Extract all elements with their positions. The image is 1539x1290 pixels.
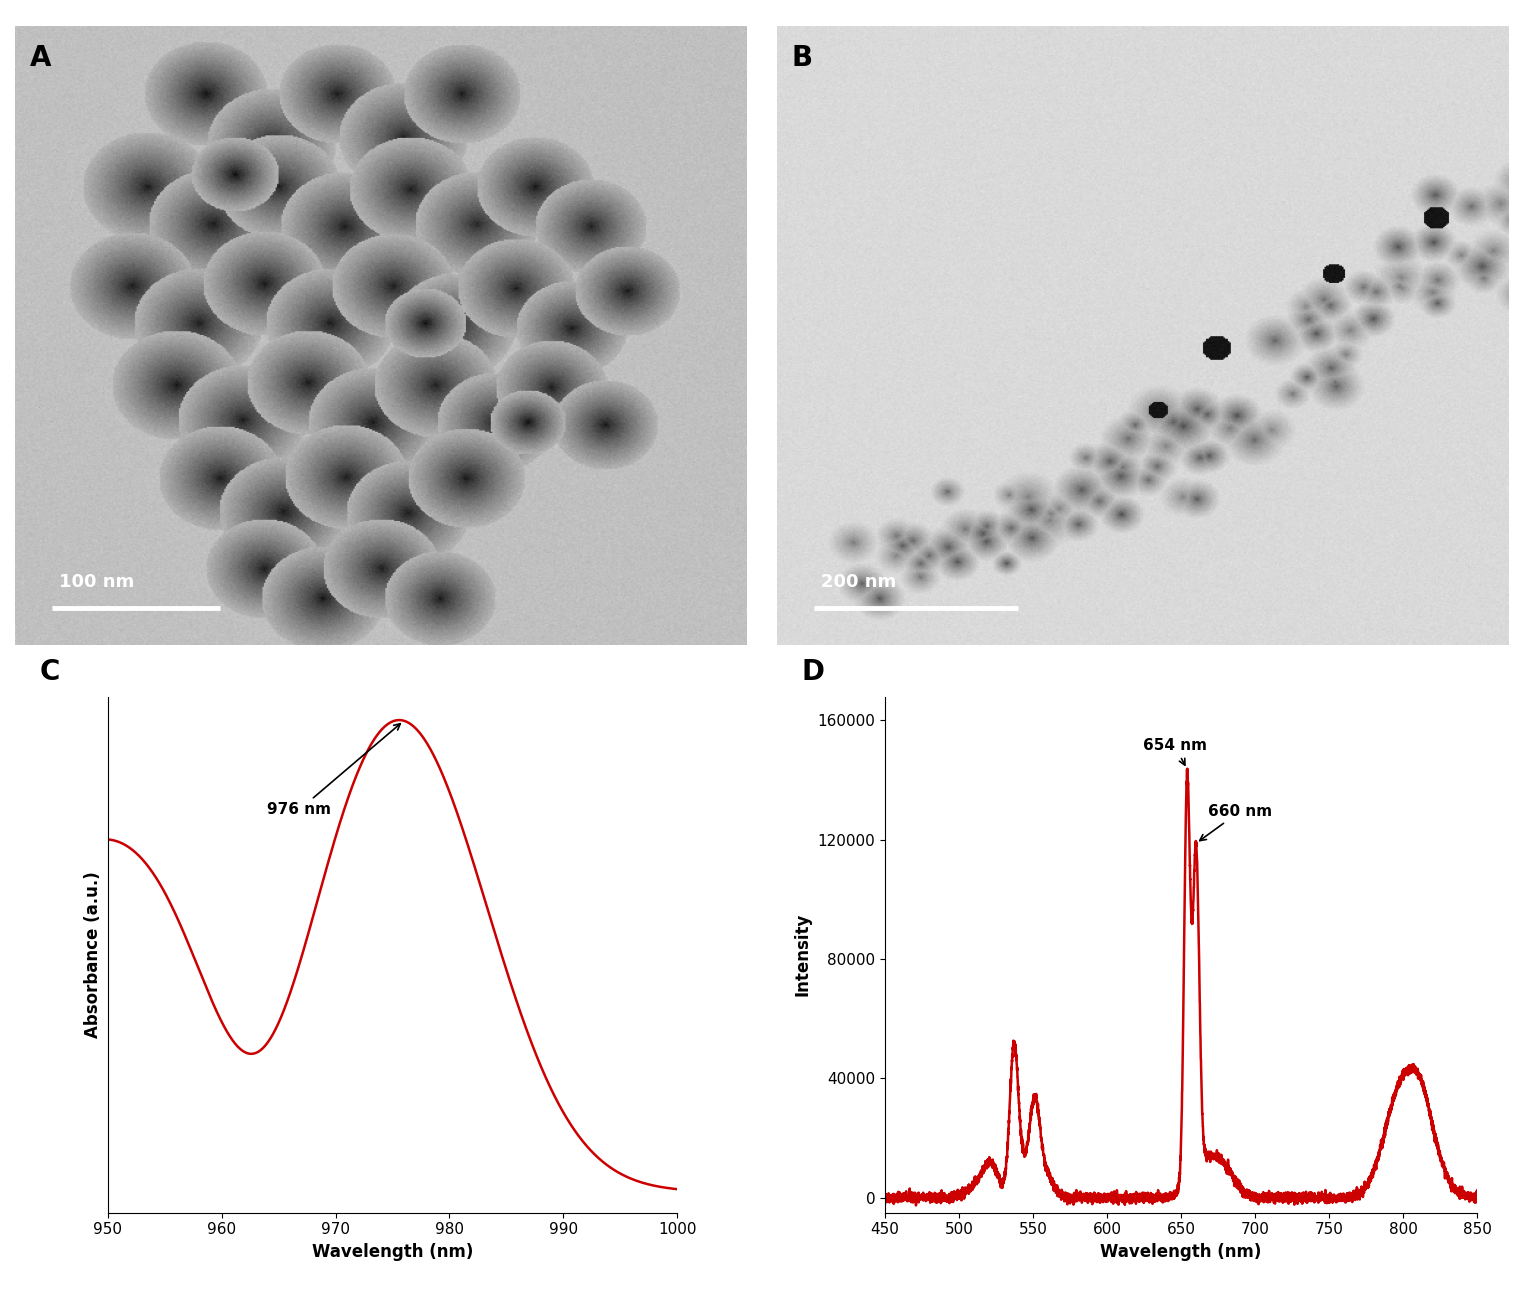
Y-axis label: Absorbance (a.u.): Absorbance (a.u.) — [85, 871, 102, 1038]
Text: D: D — [802, 658, 825, 686]
Y-axis label: Intensity: Intensity — [794, 913, 811, 996]
Text: 660 nm: 660 nm — [1200, 804, 1271, 841]
X-axis label: Wavelength (nm): Wavelength (nm) — [1100, 1242, 1262, 1260]
Text: B: B — [791, 44, 813, 72]
Text: C: C — [40, 658, 60, 686]
X-axis label: Wavelength (nm): Wavelength (nm) — [312, 1242, 472, 1260]
Text: 654 nm: 654 nm — [1142, 738, 1207, 765]
Text: 200 nm: 200 nm — [822, 573, 896, 591]
Text: A: A — [31, 44, 51, 72]
Text: 976 nm: 976 nm — [268, 724, 400, 818]
Text: 100 nm: 100 nm — [58, 573, 134, 591]
